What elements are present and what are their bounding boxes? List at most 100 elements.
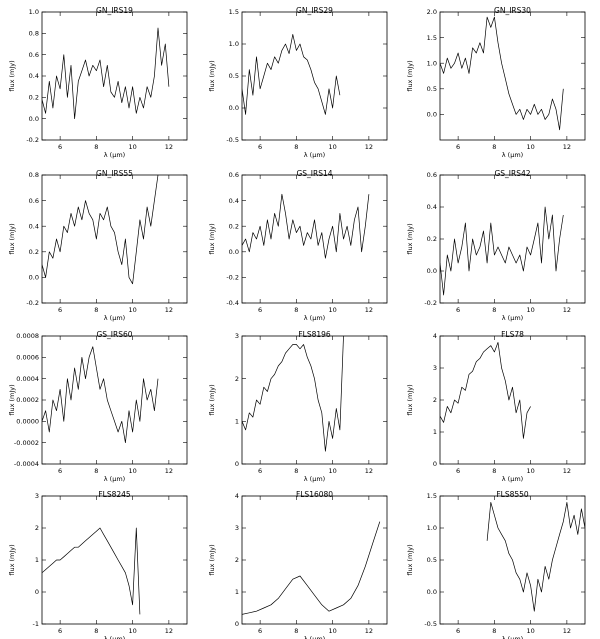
y-tick-label: 0.6 [229, 171, 239, 179]
x-tick-label: 6 [258, 627, 262, 635]
chart-title: FLS16080 [296, 490, 333, 499]
chart-title: FLS8196 [298, 330, 331, 339]
x-tick-label: 10 [328, 306, 336, 314]
y-tick-label: -0.2 [424, 299, 437, 307]
y-tick-label: 1.5 [427, 492, 437, 500]
spectrum-line [242, 336, 344, 452]
x-axis-label: λ (μm) [104, 151, 125, 159]
y-tick-label: 0.0000 [16, 418, 39, 426]
chart-panel: GN_IRS19 6 8 10 12 -0.2 0.0 0.2 0.4 0.6 0.8 1.0 λ (μ… [8, 6, 188, 159]
y-tick-label: 1 [35, 556, 39, 564]
x-tick-label: 6 [456, 467, 460, 475]
x-tick-label: 10 [128, 143, 136, 151]
y-axis-label: flux (mJy) [406, 544, 414, 575]
x-tick-label: 6 [456, 306, 460, 314]
plot-frame [41, 174, 188, 304]
y-tick-label: 4 [433, 332, 437, 340]
x-tick-label: 6 [456, 143, 460, 151]
chart-panel: GN_IRS29 6 8 10 12 -0.5 0.0 0.5 1.0 1.5 λ (μm) flux… [208, 6, 388, 159]
x-tick-label: 8 [94, 306, 98, 314]
y-tick-label: 0.0 [29, 115, 39, 123]
chart-title: GS_IRS60 [96, 330, 132, 339]
y-tick-label: 3 [433, 364, 437, 372]
x-axis-label: λ (μm) [502, 635, 523, 639]
y-tick-label: 1.0 [427, 524, 437, 532]
y-tick-label: 0.0 [427, 111, 437, 119]
y-tick-label: 3 [235, 332, 239, 340]
chart-panel: GN_IRS55 6 8 10 12 -0.2 0.0 0.2 0.4 0.6 0.8 λ (μm) f… [8, 169, 188, 322]
y-tick-label: -0.0002 [14, 439, 39, 447]
y-tick-label: 0.0 [229, 104, 239, 112]
x-tick-label: 8 [294, 467, 298, 475]
y-tick-label: 1 [433, 428, 437, 436]
y-tick-label: 0.2 [427, 235, 437, 243]
y-tick-label: -0.4 [226, 299, 239, 307]
y-tick-label: -0.2 [26, 299, 39, 307]
spectrum-line [440, 342, 531, 439]
y-tick-label: -0.5 [226, 136, 239, 144]
x-tick-label: 10 [128, 306, 136, 314]
x-tick-label: 12 [365, 467, 373, 475]
x-tick-label: 12 [563, 306, 571, 314]
y-tick-label: 2 [433, 396, 437, 404]
x-tick-label: 12 [165, 143, 173, 151]
chart-title: GN_IRS55 [96, 169, 133, 178]
spectrum-line [42, 527, 141, 615]
plot-frame [41, 11, 188, 141]
x-tick-label: 8 [94, 143, 98, 151]
chart-panel: GS_IRS42 6 8 10 12 -0.2 0.0 0.2 0.4 0.6 λ (μm) flux… [406, 169, 586, 322]
y-tick-label: 0.2 [229, 222, 239, 230]
x-tick-label: 10 [328, 467, 336, 475]
x-tick-label: 10 [526, 306, 534, 314]
x-tick-label: 8 [492, 467, 496, 475]
x-tick-label: 10 [128, 627, 136, 635]
chart-title: GN_IRS30 [494, 6, 531, 15]
x-tick-label: 6 [258, 467, 262, 475]
x-axis-label: λ (μm) [502, 151, 523, 159]
x-tick-label: 8 [94, 467, 98, 475]
y-tick-label: -0.2 [226, 274, 239, 282]
x-tick-label: 8 [492, 627, 496, 635]
y-axis-label: flux (mJy) [8, 544, 16, 575]
x-tick-label: 6 [58, 627, 62, 635]
chart-title: GN_IRS19 [96, 6, 133, 15]
y-axis-label: flux (mJy) [406, 223, 414, 254]
y-tick-label: 0.0008 [16, 332, 39, 340]
x-tick-label: 8 [294, 627, 298, 635]
plot-frame [439, 174, 586, 304]
y-tick-label: -0.0004 [14, 460, 39, 468]
spectrum-line [242, 34, 341, 115]
y-tick-label: 0.4 [427, 203, 437, 211]
y-tick-label: 0.0004 [16, 375, 39, 383]
x-tick-label: 10 [328, 627, 336, 635]
y-tick-label: 0.2 [29, 248, 39, 256]
y-tick-label: 0.6 [29, 197, 39, 205]
x-tick-label: 6 [456, 627, 460, 635]
y-tick-label: 1.5 [229, 8, 239, 16]
chart-title: GS_IRS14 [296, 169, 332, 178]
y-tick-label: 1.0 [427, 59, 437, 67]
x-tick-label: 8 [294, 143, 298, 151]
spectrum-line [440, 206, 564, 296]
x-tick-label: 12 [365, 306, 373, 314]
chart-panel: GN_IRS30 6 8 10 12 0.0 0.5 1.0 1.5 2.0 λ (μm) flux … [406, 6, 586, 159]
x-tick-label: 8 [94, 627, 98, 635]
x-tick-label: 10 [526, 627, 534, 635]
y-tick-label: 0.4 [229, 197, 239, 205]
y-tick-label: 2.0 [427, 8, 437, 16]
y-tick-label: 0.8 [29, 30, 39, 38]
chart-panel: FLS8550 6 8 10 12 -0.5 0.0 0.5 1.0 1.5 λ (μm) flux … [406, 490, 586, 639]
y-tick-label: 0.5 [427, 556, 437, 564]
chart-title: FLS78 [501, 330, 524, 339]
x-tick-label: 6 [58, 467, 62, 475]
y-tick-label: 3 [235, 524, 239, 532]
y-tick-label: 0.0 [229, 248, 239, 256]
y-tick-label: 1 [235, 588, 239, 596]
x-tick-label: 10 [328, 143, 336, 151]
y-tick-label: 3 [35, 492, 39, 500]
plot-frame [41, 335, 188, 465]
y-tick-label: 0.0006 [16, 354, 39, 362]
spectrum-line [42, 27, 170, 120]
plot-frame [439, 11, 586, 141]
